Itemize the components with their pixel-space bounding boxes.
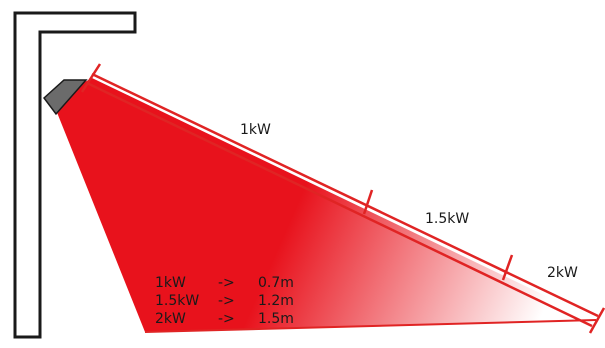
table-arrow-3: ->	[218, 311, 235, 327]
ruler-tick-1-5kw	[501, 254, 514, 281]
table-distance-3: 1.5m	[258, 311, 294, 327]
heat-beam	[52, 78, 596, 332]
table-power-1: 1kW	[155, 275, 186, 291]
table-distance-1: 0.7m	[258, 275, 294, 291]
scale-label-2kw: 2kW	[547, 265, 578, 281]
scale-label-1-5kw: 1.5kW	[425, 211, 469, 227]
table-arrow-1: ->	[218, 275, 235, 291]
table-distance-2: 1.2m	[258, 293, 294, 309]
ruler-tick-end	[588, 307, 605, 334]
distance-ruler	[80, 63, 605, 334]
ruler-tick-1kw	[362, 189, 374, 215]
heater-unit	[42, 79, 88, 116]
power-distance-table: 1kW -> 0.7m 1.5kW -> 1.2m 2kW -> 1.5m	[155, 275, 294, 327]
table-arrow-2: ->	[218, 293, 235, 309]
ruler-tick-start	[80, 63, 102, 93]
beam-bottom-edge	[144, 319, 597, 333]
wall-bracket	[13, 11, 137, 339]
table-power-2: 1.5kW	[155, 293, 199, 309]
table-power-3: 2kW	[155, 311, 186, 327]
scale-label-1kw: 1kW	[240, 122, 271, 138]
